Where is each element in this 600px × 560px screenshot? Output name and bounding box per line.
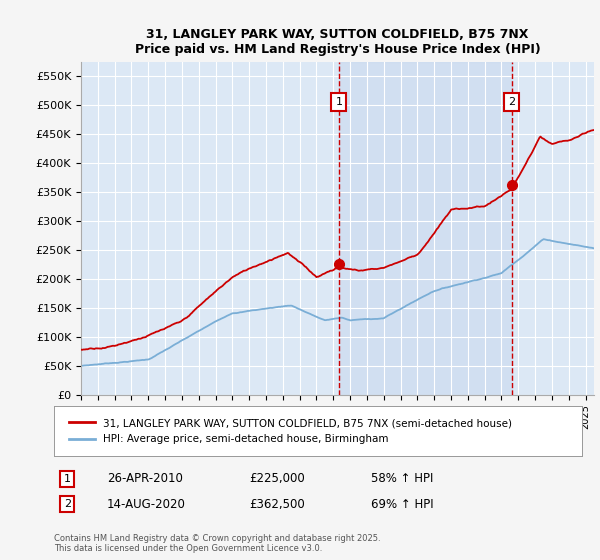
Text: 1: 1	[335, 97, 343, 107]
Legend: 31, LANGLEY PARK WAY, SUTTON COLDFIELD, B75 7NX (semi-detached house), HPI: Aver: 31, LANGLEY PARK WAY, SUTTON COLDFIELD, …	[64, 414, 516, 449]
Bar	[339, 62, 512, 395]
Text: Contains HM Land Registry data © Crown copyright and database right 2025.
This d: Contains HM Land Registry data © Crown c…	[54, 534, 380, 553]
Text: 14-AUG-2020: 14-AUG-2020	[107, 498, 185, 511]
Text: 26-APR-2010: 26-APR-2010	[107, 473, 182, 486]
Text: 2: 2	[64, 499, 71, 509]
Text: 58% ↑ HPI: 58% ↑ HPI	[371, 473, 433, 486]
Title: 31, LANGLEY PARK WAY, SUTTON COLDFIELD, B75 7NX
Price paid vs. HM Land Registry': 31, LANGLEY PARK WAY, SUTTON COLDFIELD, …	[134, 28, 541, 56]
Text: £225,000: £225,000	[250, 473, 305, 486]
Text: 69% ↑ HPI: 69% ↑ HPI	[371, 498, 433, 511]
Text: £362,500: £362,500	[250, 498, 305, 511]
Text: 1: 1	[64, 474, 71, 484]
Text: 2: 2	[508, 97, 515, 107]
